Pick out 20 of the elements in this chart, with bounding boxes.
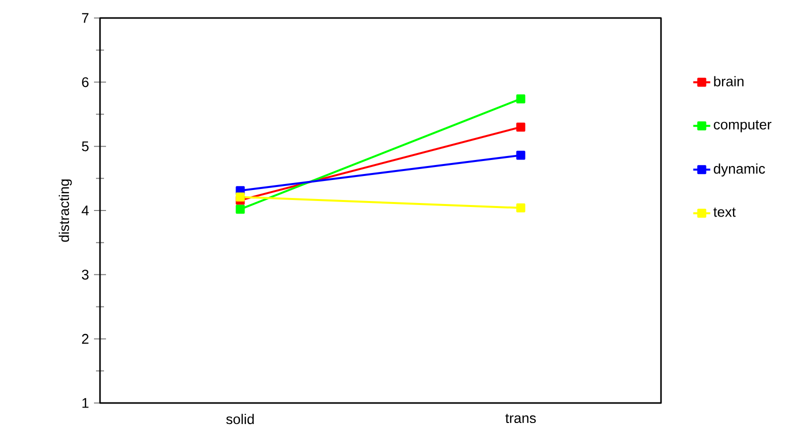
- point: [236, 192, 245, 202]
- point: [516, 203, 526, 212]
- y-axis-title: distracting: [58, 179, 72, 242]
- y-tick-label: 2: [82, 334, 88, 344]
- y-tick-label: 3: [82, 270, 89, 280]
- y-tick-label: 6: [82, 77, 89, 88]
- legend-label: text: [713, 208, 736, 217]
- point: [516, 94, 526, 104]
- y-tick-label: 5: [82, 141, 89, 152]
- y-tick-label: 7: [82, 13, 88, 23]
- legend-label: dynamic: [714, 163, 765, 176]
- y-tick-label: 1: [82, 398, 88, 408]
- point: [516, 122, 526, 132]
- point: [516, 150, 526, 160]
- y-tick-label: 4: [82, 206, 89, 216]
- x-tick-label: solid: [226, 414, 254, 424]
- legend-label: brain: [714, 76, 744, 86]
- point: [236, 204, 245, 214]
- x-tick-label: trans: [505, 414, 536, 424]
- legend-label: computer: [714, 120, 772, 132]
